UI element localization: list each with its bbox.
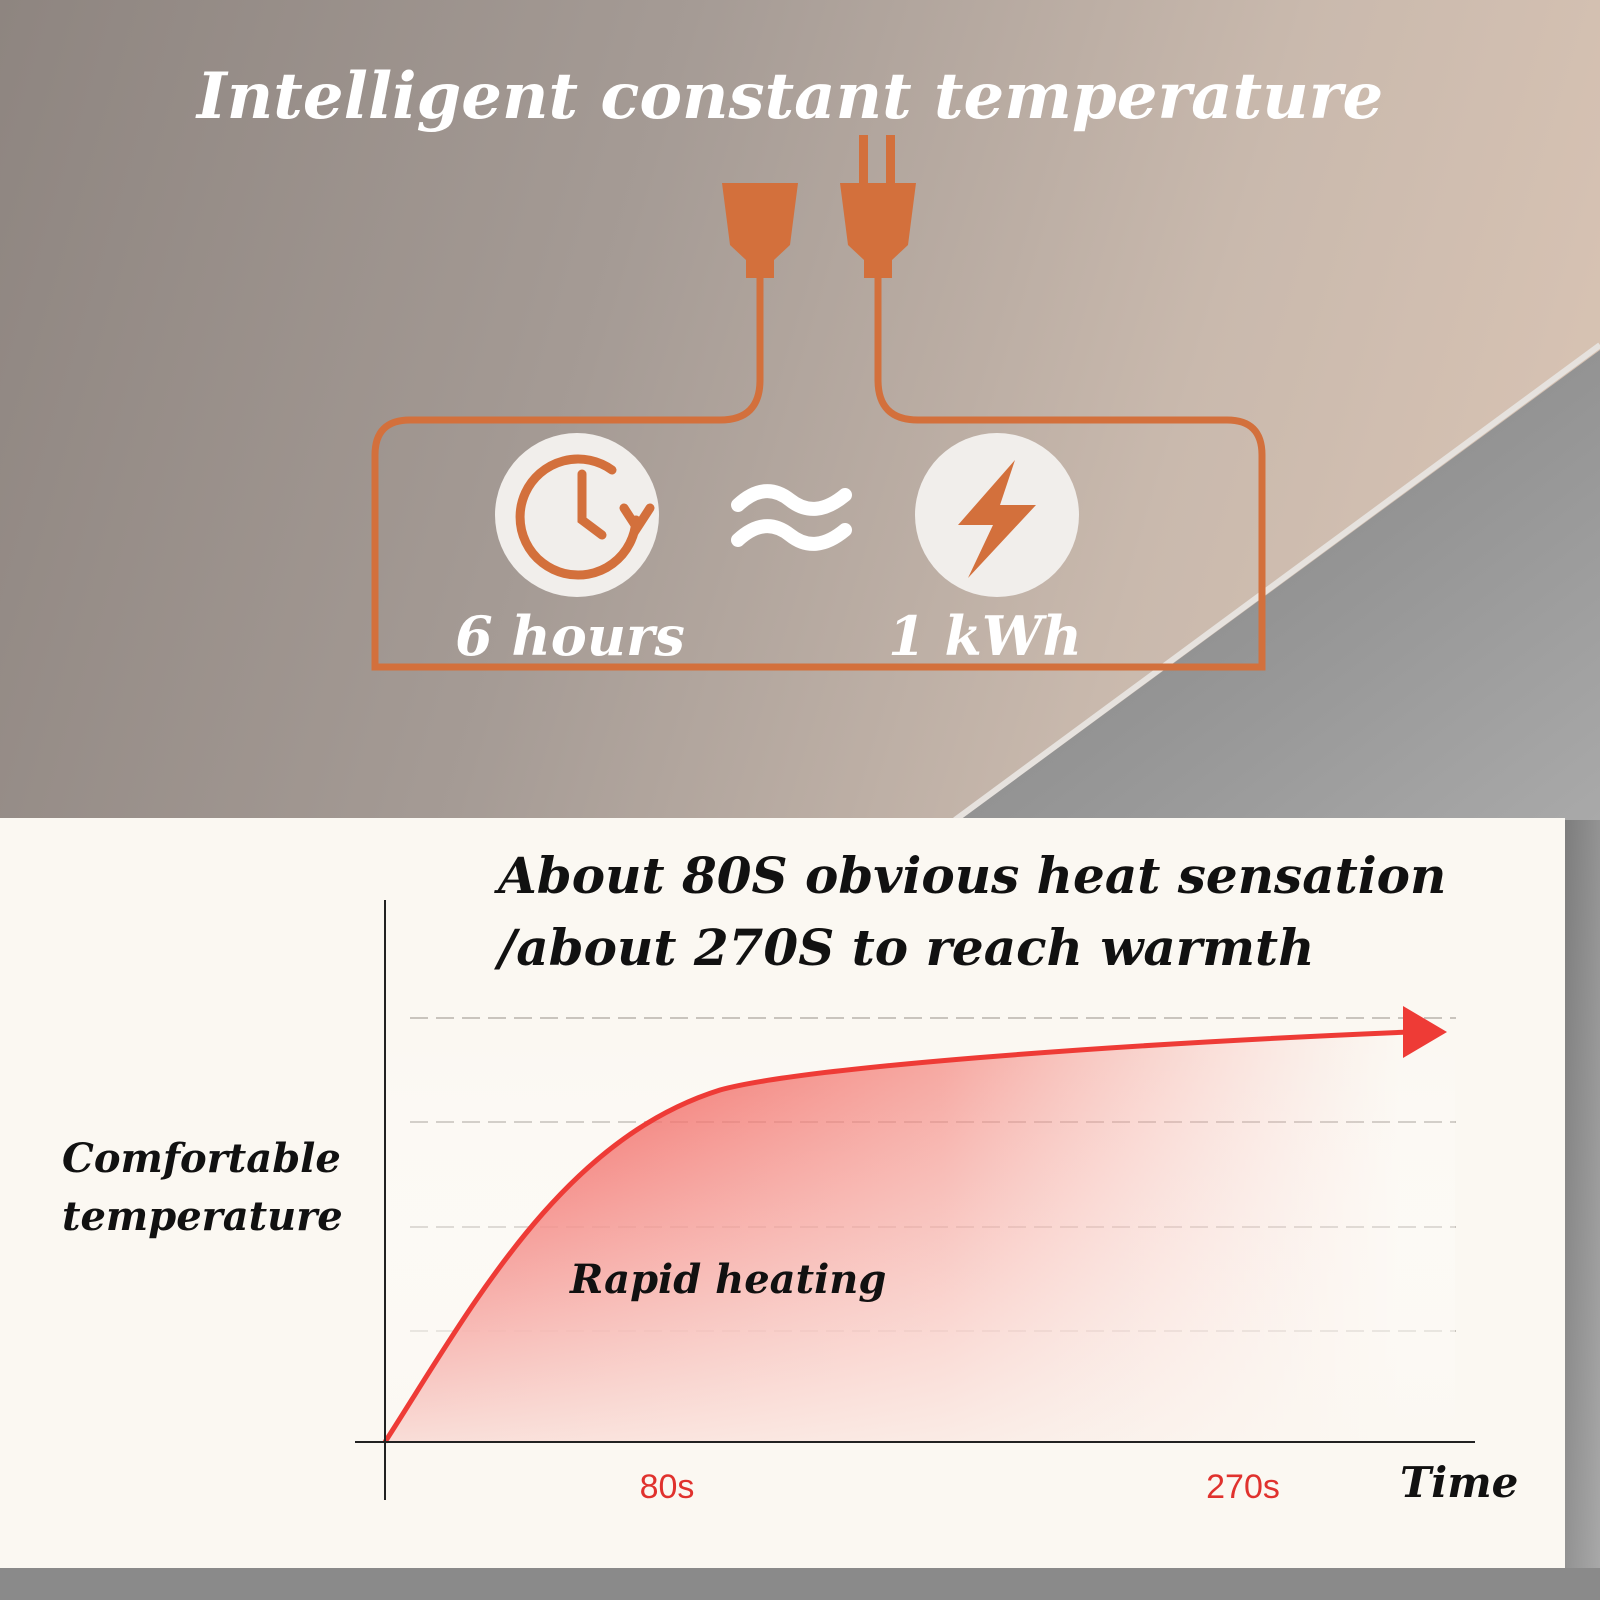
cable-frame	[371, 270, 1266, 671]
graph-title: About 80S obvious heat sensation	[494, 846, 1446, 905]
right-label: 1 kWh	[888, 604, 1082, 668]
heat-fade	[385, 1030, 1455, 1442]
heat-curve	[382, 1029, 1411, 1444]
title: Intelligent constant temperature	[195, 59, 1383, 134]
x-label: 270s	[1206, 1468, 1280, 1506]
clock-icon	[515, 454, 655, 580]
lightning-icon	[958, 460, 1036, 578]
marble-bottom	[0, 1568, 1600, 1600]
x-label: 80s	[640, 1468, 695, 1506]
plugs	[722, 135, 916, 278]
y-axis-label: Comfortable	[62, 1135, 341, 1182]
x-axis-label: Time	[1400, 1458, 1518, 1507]
graph-title: /about 270S to reach warmth	[494, 918, 1314, 977]
marble-edge	[1565, 820, 1600, 1600]
approx-sign	[731, 484, 852, 551]
curve-arrow	[1403, 1006, 1447, 1058]
floor-seam	[953, 342, 1600, 823]
marble-floor	[960, 350, 1600, 820]
y-axis-label: temperature	[62, 1193, 343, 1240]
annotation: Rapid heating	[569, 1256, 886, 1303]
left-label: 6 hours	[455, 604, 685, 668]
